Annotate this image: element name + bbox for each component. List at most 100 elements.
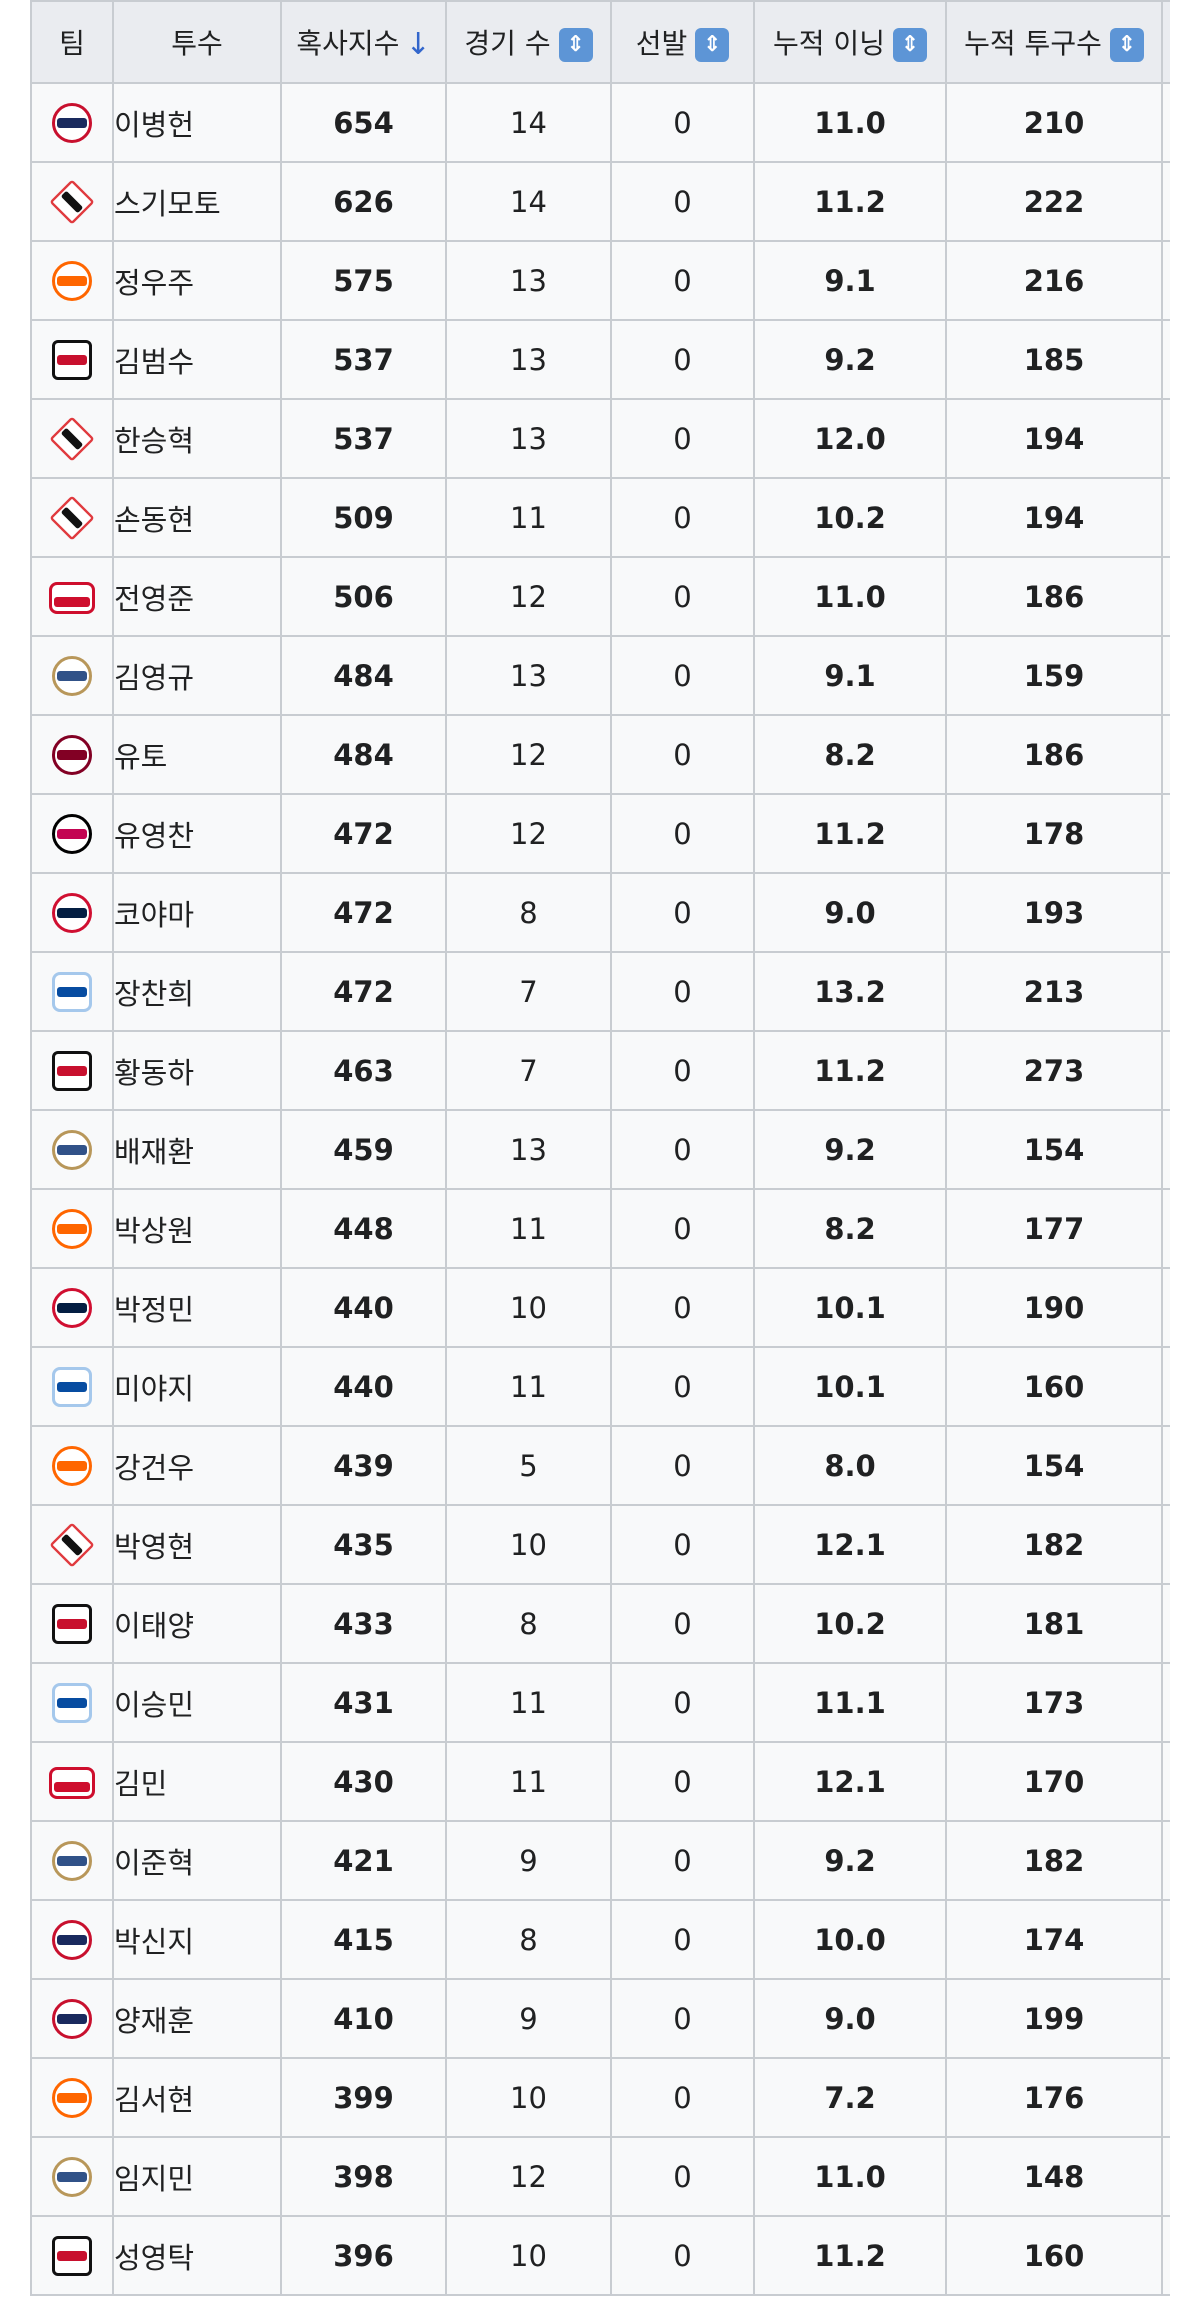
pitches-total: 181 — [945, 1583, 1163, 1664]
dinos-logo[interactable] — [52, 655, 92, 696]
pitcher-name[interactable]: 장찬희 — [112, 951, 282, 1032]
pitcher-name[interactable]: 배재환 — [112, 1109, 282, 1190]
header-starts[interactable]: 선발 ⇕ — [610, 0, 755, 84]
pitches-total: 159 — [945, 635, 1163, 716]
starts-count: 0 — [610, 1425, 755, 1506]
pitcher-name[interactable]: 김범수 — [112, 319, 282, 400]
kt-wiz-logo[interactable] — [49, 178, 95, 225]
pitches-total: 194 — [945, 477, 1163, 558]
innings-total: 9.2 — [753, 1109, 947, 1190]
innings-total: 12.1 — [753, 1741, 947, 1822]
games-count: 13 — [445, 319, 612, 400]
pitcher-name[interactable]: 이병헌 — [112, 82, 282, 163]
overflow-cell — [1161, 2215, 1170, 2296]
overuse-index: 440 — [280, 1267, 447, 1348]
table-row: 배재환 459 13 0 9.2 154 — [30, 1109, 1170, 1190]
pitcher-name[interactable]: 코야마 — [112, 872, 282, 953]
pitcher-name[interactable]: 이태양 — [112, 1583, 282, 1664]
team-cell — [30, 240, 114, 321]
overuse-index: 654 — [280, 82, 447, 163]
overflow-cell — [1161, 1346, 1170, 1427]
pitcher-name[interactable]: 박영현 — [112, 1504, 282, 1585]
kt-wiz-logo[interactable] — [49, 415, 95, 462]
pitcher-name[interactable]: 박상원 — [112, 1188, 282, 1269]
pitcher-name[interactable]: 성영탁 — [112, 2215, 282, 2296]
pitcher-name[interactable]: 강건우 — [112, 1425, 282, 1506]
pitcher-name[interactable]: 양재훈 — [112, 1978, 282, 2059]
bears-logo[interactable] — [52, 102, 92, 143]
dinos-logo[interactable] — [52, 2156, 92, 2197]
kiwoom-logo[interactable] — [52, 734, 92, 775]
pitcher-name[interactable]: 김서현 — [112, 2057, 282, 2138]
header-pitches[interactable]: 누적 투구수 ⇕ — [945, 0, 1163, 84]
eagles-logo[interactable] — [52, 2077, 92, 2118]
table-row: 이태양 433 8 0 10.2 181 — [30, 1583, 1170, 1664]
pitches-total: 193 — [945, 872, 1163, 953]
kt-wiz-logo[interactable] — [49, 494, 95, 541]
lions-logo[interactable] — [52, 1682, 92, 1723]
table-row: 강건우 439 5 0 8.0 154 — [30, 1425, 1170, 1506]
table-row: 김범수 537 13 0 9.2 185 — [30, 319, 1170, 400]
pitcher-name[interactable]: 손동현 — [112, 477, 282, 558]
innings-total: 10.0 — [753, 1899, 947, 1980]
pitcher-name[interactable]: 정우주 — [112, 240, 282, 321]
starts-count: 0 — [610, 1662, 755, 1743]
table-row: 박정민 440 10 0 10.1 190 — [30, 1267, 1170, 1348]
bears-logo[interactable] — [52, 1998, 92, 2039]
landers-logo[interactable] — [49, 582, 95, 614]
pitches-total: 182 — [945, 1504, 1163, 1585]
landers-logo[interactable] — [49, 1767, 95, 1799]
giants-logo[interactable] — [52, 1287, 92, 1328]
tigers-logo[interactable] — [52, 2235, 92, 2276]
team-cell — [30, 398, 114, 479]
header-innings[interactable]: 누적 이닝 ⇕ — [753, 0, 947, 84]
dinos-logo[interactable] — [52, 1840, 92, 1881]
overuse-index: 430 — [280, 1741, 447, 1822]
starts-count: 0 — [610, 477, 755, 558]
pitcher-name[interactable]: 전영준 — [112, 556, 282, 637]
giants-logo[interactable] — [52, 892, 92, 933]
pitcher-name[interactable]: 김민 — [112, 1741, 282, 1822]
games-count: 11 — [445, 477, 612, 558]
header-index[interactable]: 혹사지수 ↓ — [280, 0, 447, 84]
pitcher-name[interactable]: 박정민 — [112, 1267, 282, 1348]
pitcher-name[interactable]: 유영찬 — [112, 793, 282, 874]
pitcher-name[interactable]: 박신지 — [112, 1899, 282, 1980]
pitcher-name[interactable]: 임지민 — [112, 2136, 282, 2217]
tigers-logo[interactable] — [52, 339, 92, 380]
sort-up-down-icon[interactable]: ⇕ — [1109, 28, 1144, 62]
table-row: 김서현 399 10 0 7.2 176 — [30, 2057, 1170, 2138]
games-count: 7 — [445, 1030, 612, 1111]
pitcher-name[interactable]: 이준혁 — [112, 1820, 282, 1901]
sort-up-down-icon[interactable]: ⇕ — [558, 28, 593, 62]
kt-wiz-logo[interactable] — [49, 1521, 95, 1568]
overflow-cell — [1161, 1978, 1170, 2059]
pitcher-name[interactable]: 미야지 — [112, 1346, 282, 1427]
twins-logo[interactable] — [52, 813, 92, 854]
pitcher-name[interactable]: 김영규 — [112, 635, 282, 716]
sort-up-down-icon[interactable]: ⇕ — [695, 28, 730, 62]
innings-total: 9.1 — [753, 635, 947, 716]
pitcher-name[interactable]: 황동하 — [112, 1030, 282, 1111]
pitcher-name[interactable]: 이승민 — [112, 1662, 282, 1743]
games-count: 8 — [445, 1899, 612, 1980]
pitches-total: 148 — [945, 2136, 1163, 2217]
lions-logo[interactable] — [52, 971, 92, 1012]
table-row: 장찬희 472 7 0 13.2 213 — [30, 951, 1170, 1032]
sort-up-down-icon[interactable]: ⇕ — [892, 28, 927, 62]
team-cell — [30, 1978, 114, 2059]
lions-logo[interactable] — [52, 1366, 92, 1407]
pitcher-name[interactable]: 유토 — [112, 714, 282, 795]
eagles-logo[interactable] — [52, 1445, 92, 1486]
dinos-logo[interactable] — [52, 1129, 92, 1170]
eagles-logo[interactable] — [52, 1208, 92, 1249]
pitcher-name[interactable]: 스기모토 — [112, 161, 282, 242]
bears-logo[interactable] — [52, 1919, 92, 1960]
tigers-logo[interactable] — [52, 1050, 92, 1091]
pitches-total: 273 — [945, 1030, 1163, 1111]
tigers-logo[interactable] — [52, 1603, 92, 1644]
pitcher-name[interactable]: 한승혁 — [112, 398, 282, 479]
eagles-logo[interactable] — [52, 260, 92, 301]
header-games[interactable]: 경기 수 ⇕ — [445, 0, 612, 84]
arrow-down-icon[interactable]: ↓ — [405, 27, 431, 63]
